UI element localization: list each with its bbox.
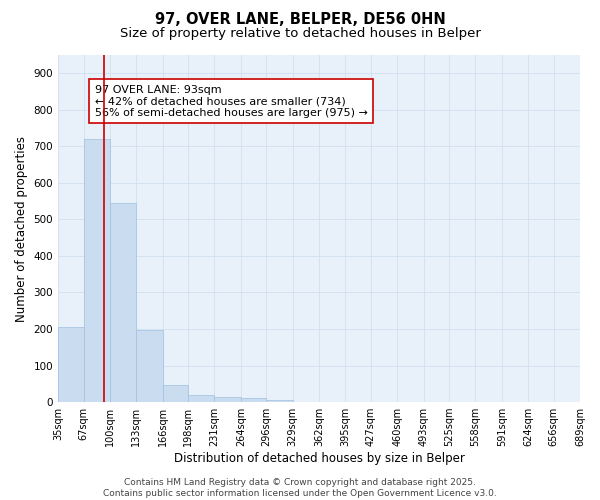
Bar bbox=[110, 203, 136, 402]
Bar bbox=[136, 330, 163, 402]
Bar bbox=[83, 139, 110, 402]
Bar bbox=[214, 396, 241, 402]
Text: 97 OVER LANE: 93sqm
← 42% of detached houses are smaller (734)
56% of semi-detac: 97 OVER LANE: 93sqm ← 42% of detached ho… bbox=[95, 84, 367, 117]
Text: 97, OVER LANE, BELPER, DE56 0HN: 97, OVER LANE, BELPER, DE56 0HN bbox=[155, 12, 445, 28]
Bar bbox=[241, 398, 266, 402]
Bar bbox=[58, 327, 83, 402]
Bar bbox=[188, 395, 214, 402]
Y-axis label: Number of detached properties: Number of detached properties bbox=[15, 136, 28, 322]
X-axis label: Distribution of detached houses by size in Belper: Distribution of detached houses by size … bbox=[173, 452, 464, 465]
Bar bbox=[163, 386, 188, 402]
Text: Contains HM Land Registry data © Crown copyright and database right 2025.
Contai: Contains HM Land Registry data © Crown c… bbox=[103, 478, 497, 498]
Text: Size of property relative to detached houses in Belper: Size of property relative to detached ho… bbox=[119, 28, 481, 40]
Bar bbox=[266, 400, 293, 402]
